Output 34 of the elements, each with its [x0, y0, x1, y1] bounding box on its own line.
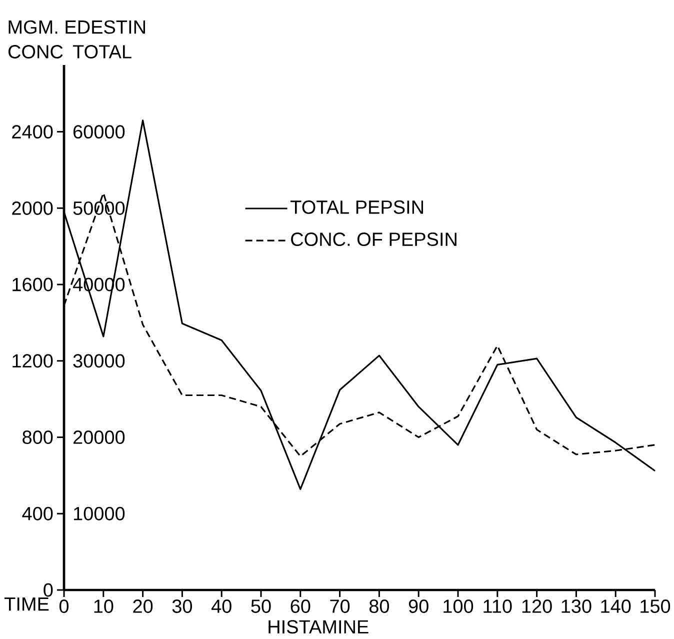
- x-tick-label: 130: [562, 600, 592, 613]
- y-tick-label: 400: [22, 506, 53, 520]
- x-tick-label: 120: [522, 600, 552, 613]
- y-tick-label: 2400: [12, 125, 53, 139]
- x-tick-label: 150: [640, 600, 670, 613]
- y2-tick-label: 30000: [73, 354, 125, 368]
- y2-tick-label: 20000: [73, 430, 125, 444]
- y-tick-label: 0: [44, 583, 53, 597]
- y2-tick-label: 10000: [74, 506, 125, 520]
- text: HISTAMINE: [268, 620, 368, 634]
- legend-label: TOTAL PEPSIN: [290, 200, 423, 214]
- x-tick-label: 140: [601, 600, 631, 613]
- x-tick-label: 60: [290, 600, 310, 613]
- y2-axis-title: TOTAL: [72, 45, 132, 58]
- y2-tick-label: 60000: [73, 125, 125, 139]
- x-tick-label: 0: [59, 600, 69, 613]
- chart-title: MGM. EDESTIN: [8, 20, 145, 34]
- x-tick-label: 30: [172, 600, 192, 613]
- y-tick-label: 1600: [12, 278, 53, 292]
- x-tick-label: 50: [251, 600, 271, 613]
- x-tick-label: 100: [444, 600, 474, 613]
- y-tick-label: 1200: [12, 354, 53, 368]
- y-tick-label: 2000: [12, 201, 53, 215]
- x-tick-label: 10: [94, 600, 114, 613]
- y-axis-title: CONC: [8, 45, 63, 58]
- x-tick-label: 80: [369, 600, 390, 613]
- x-tick-label: 40: [211, 600, 232, 613]
- x-tick-label: 70: [330, 600, 350, 613]
- x-axis-title: TIME: [4, 598, 49, 611]
- x-tick-label: 110: [484, 600, 512, 613]
- x-tick-label: 90: [408, 600, 428, 613]
- y-tick-label: 800: [22, 430, 53, 444]
- legend-label: CONC. OF PEPSIN: [291, 232, 456, 246]
- x-tick-label: 20: [133, 600, 153, 613]
